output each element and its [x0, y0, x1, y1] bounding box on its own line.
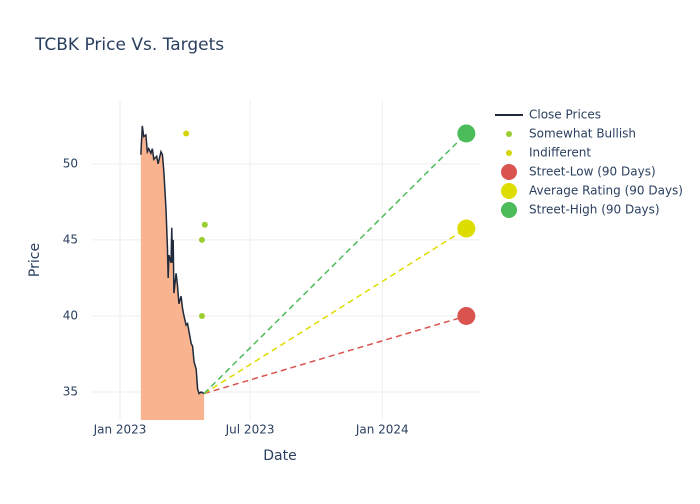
rating-point [198, 312, 205, 319]
x-tick-label: Jan 2023 [93, 423, 147, 437]
x-tick-label: Jul 2023 [225, 423, 275, 437]
target-point [457, 124, 476, 143]
legend-label: Close Prices [529, 108, 601, 122]
price-line [140, 125, 205, 395]
target-point [457, 219, 476, 238]
target-line [203, 315, 467, 395]
legend-label: Indifferent [529, 146, 591, 160]
y-tick-label: 40 [63, 308, 78, 322]
y-tick-label: 45 [63, 232, 78, 246]
plot-area [140, 125, 208, 420]
y-tick-label: 50 [63, 156, 78, 170]
legend-symbol [501, 183, 517, 199]
legend-label: Street-High (90 Days) [529, 203, 660, 217]
x-axis-label: Date [263, 448, 296, 464]
legend-label: Somewhat Bullish [529, 127, 636, 141]
price-area [140, 125, 205, 420]
legend-label: Street-Low (90 Days) [529, 165, 656, 179]
chart-title: TCBK Price Vs. Targets [34, 35, 224, 55]
target-point [457, 306, 476, 325]
legend-symbol [506, 131, 512, 137]
y-axis-label: Price [27, 243, 43, 277]
target-line [203, 227, 467, 395]
rating-point [183, 130, 190, 137]
rating-point [201, 221, 208, 228]
x-tick-label: Jan 2024 [355, 423, 409, 437]
target-line [203, 132, 467, 395]
legend-label: Average Rating (90 Days) [529, 184, 683, 198]
y-tick-label: 35 [63, 385, 78, 399]
legend-symbol [506, 150, 512, 156]
rating-point [198, 236, 205, 243]
legend-symbol [501, 164, 517, 180]
legend-symbol [501, 202, 517, 218]
